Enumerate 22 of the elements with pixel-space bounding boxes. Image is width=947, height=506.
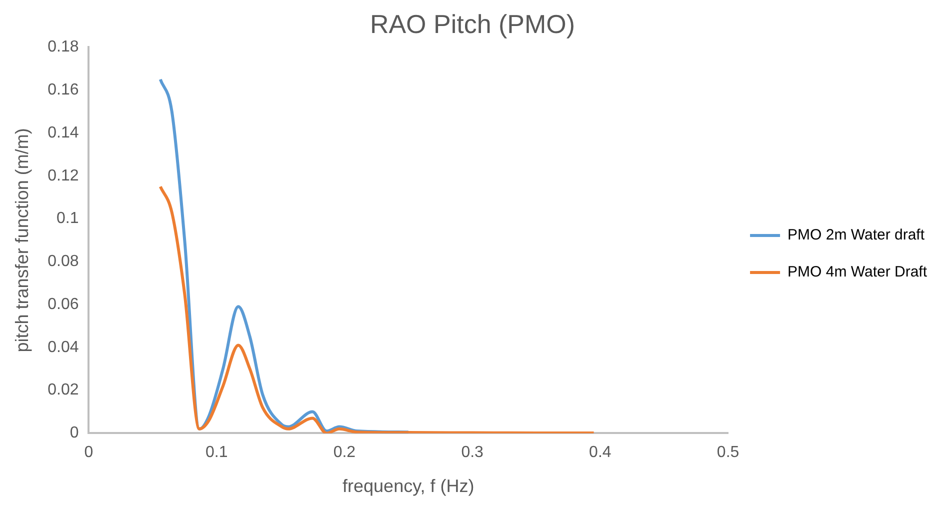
y-tick-label: 0.12 xyxy=(48,167,79,184)
x-tick-label: 0.1 xyxy=(205,444,228,462)
y-tick-label: 0.02 xyxy=(48,382,79,399)
chart-title: RAO Pitch (PMO) xyxy=(370,8,576,39)
y-tick-label: 0 xyxy=(70,424,79,442)
x-tick-label: 0.4 xyxy=(589,444,612,462)
y-tick-label: 0.04 xyxy=(48,338,79,356)
x-tick-label: 0.3 xyxy=(461,444,484,462)
y-axis-title: pitch transfer function (m/m) xyxy=(12,128,32,352)
legend-label: PMO 2m Water draft xyxy=(788,226,926,244)
y-tick-label: 0.06 xyxy=(48,296,79,313)
x-tick-label: 0.2 xyxy=(333,444,356,462)
line-series xyxy=(158,185,596,434)
y-tick-label: 0.18 xyxy=(48,38,79,56)
x-tick-label: 0 xyxy=(84,444,94,462)
y-tick-label: 0.16 xyxy=(48,81,79,98)
y-tick-label: 0.1 xyxy=(56,210,79,228)
x-tick-label: 0.5 xyxy=(716,444,740,462)
y-tick-label: 0.14 xyxy=(48,124,79,142)
y-tick-label: 0.08 xyxy=(48,253,79,270)
x-axis-title: frequency, f (Hz) xyxy=(342,476,474,496)
legend-label: PMO 4m Water Draft xyxy=(788,264,928,281)
